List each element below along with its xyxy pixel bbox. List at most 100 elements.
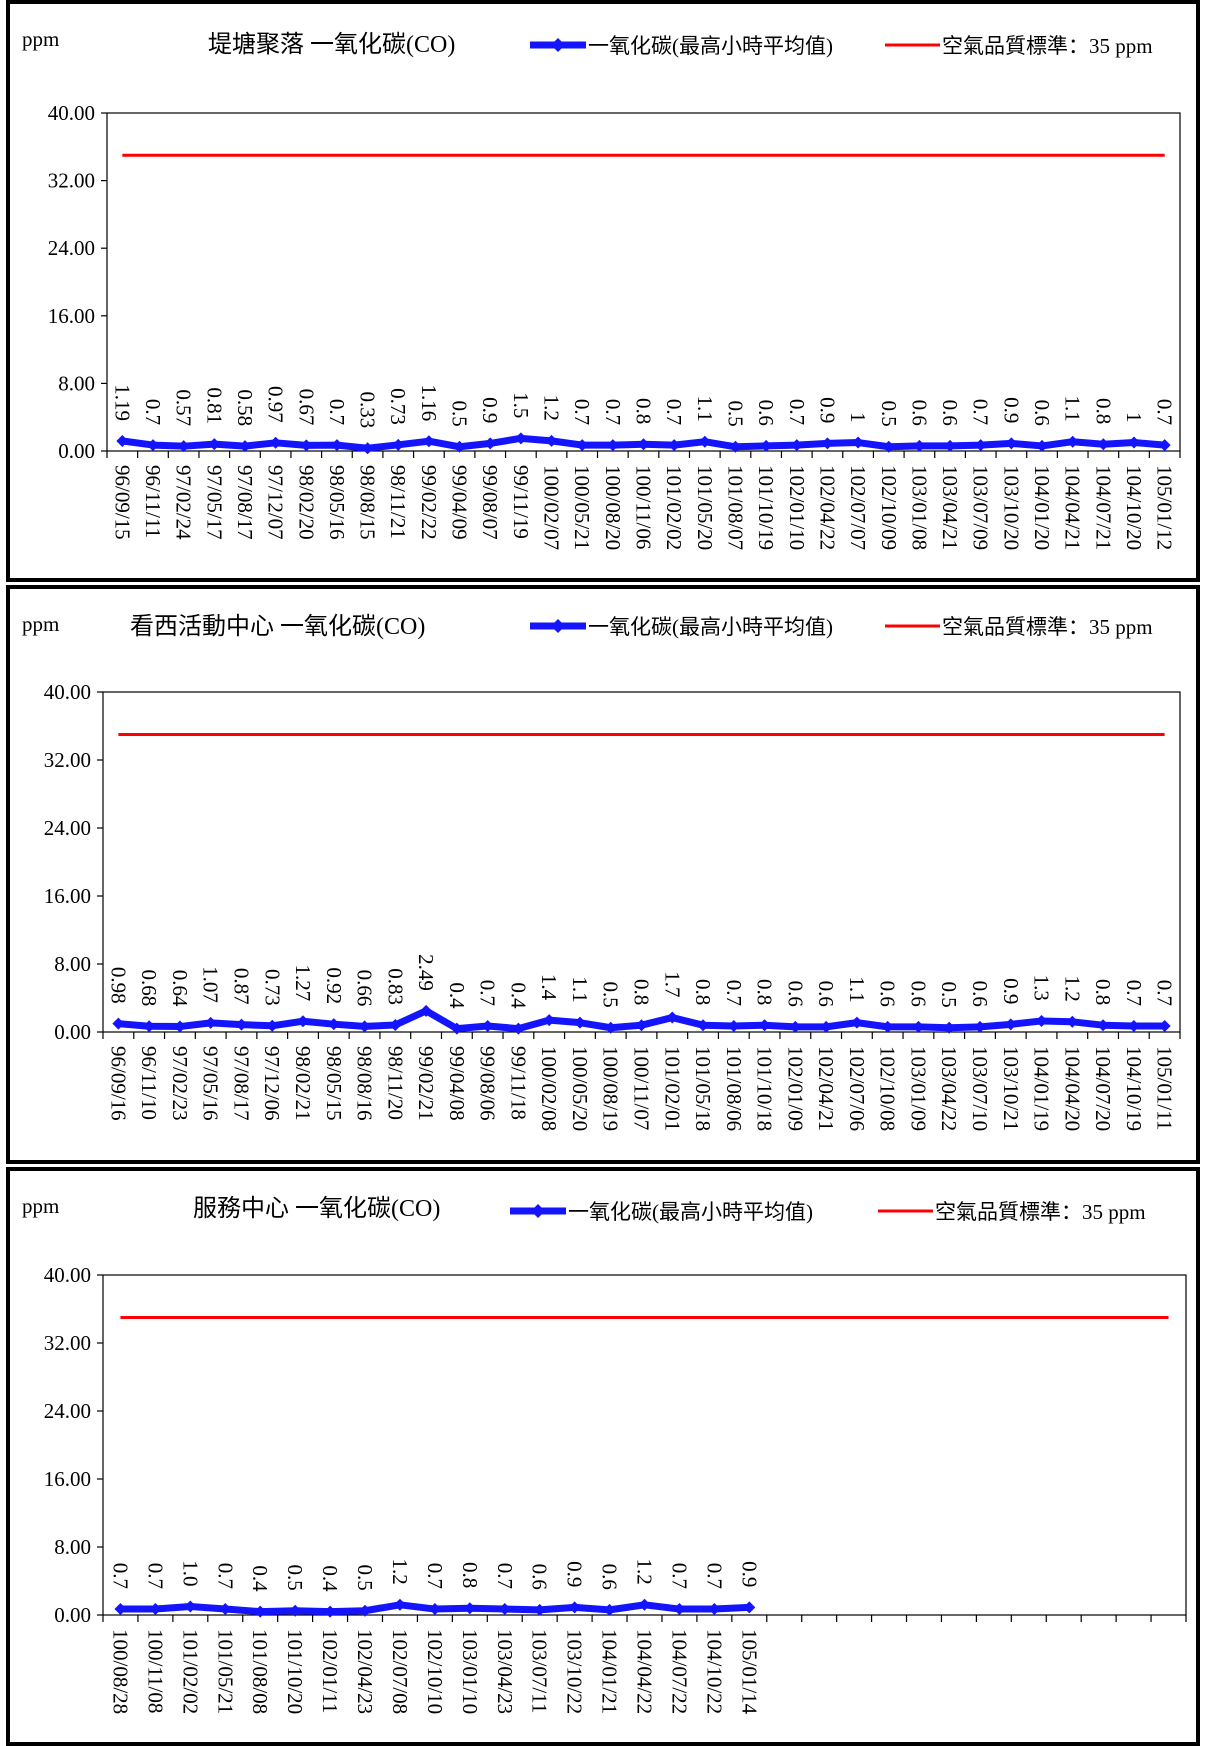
co-point-marker	[912, 1020, 925, 1033]
co-data-label: 1.7	[660, 971, 684, 997]
co-point-marker	[238, 440, 251, 453]
co-point-marker	[638, 1598, 651, 1611]
co-point-marker	[498, 1603, 511, 1616]
co-data-label: 1.19	[110, 384, 134, 421]
co-data-label: 0.97	[264, 386, 288, 423]
x-tick-label: 102/01/11	[318, 1629, 342, 1713]
y-tick-label: 40.00	[44, 1263, 91, 1287]
legend-label-standard: 空氣品質標準：35 ppm	[935, 1200, 1146, 1224]
co-point-marker	[112, 1017, 125, 1030]
co-point-marker	[300, 439, 313, 452]
co-point-marker	[1097, 438, 1110, 451]
co-data-label: 0.8	[632, 398, 656, 424]
co-data-label: 0.7	[1153, 980, 1177, 1006]
x-tick-label: 98/08/16	[353, 1046, 377, 1121]
co-data-label: 0.9	[563, 1561, 587, 1587]
co-data-label: 0.6	[876, 981, 900, 1007]
co-point-marker	[453, 440, 466, 453]
co-data-label: 0.5	[723, 401, 747, 427]
co-data-label: 0.8	[458, 1562, 482, 1588]
co-point-marker	[219, 1603, 232, 1616]
co-data-label: 0.7	[1122, 980, 1146, 1006]
x-tick-label: 101/05/20	[693, 465, 717, 550]
co-data-label: 0.58	[233, 389, 257, 426]
x-tick-label: 98/05/16	[325, 465, 349, 540]
x-tick-label: 104/04/20	[1060, 1046, 1084, 1131]
co-point-marker	[635, 1019, 648, 1032]
x-tick-label: 104/04/21	[1061, 465, 1085, 550]
x-tick-label: 103/07/11	[528, 1629, 552, 1713]
co-data-label: 0.9	[999, 978, 1023, 1004]
x-tick-label: 103/07/10	[968, 1046, 992, 1131]
x-tick-label: 104/01/19	[1030, 1046, 1054, 1131]
x-tick-label: 104/10/19	[1122, 1046, 1146, 1131]
co-point-marker	[576, 439, 589, 452]
x-tick-label: 100/08/19	[599, 1046, 623, 1131]
x-tick-label: 102/04/23	[353, 1629, 377, 1714]
co-data-label: 1.27	[291, 964, 315, 1001]
x-tick-label: 102/04/21	[814, 1046, 838, 1131]
co-data-label: 0.9	[478, 397, 502, 423]
x-tick-label: 101/08/07	[723, 465, 747, 550]
x-tick-label: 101/02/02	[662, 465, 686, 550]
unit-label: ppm	[22, 27, 59, 51]
chart-panel-3: ppm 服務中心 一氧化碳(CO) 一氧化碳(最高小時平均值) 空氣品質標準：35 p…	[6, 1167, 1200, 1746]
chart-title: 看西活動中心 一氧化碳(CO)	[130, 613, 425, 640]
x-tick-label: 104/04/22	[633, 1629, 657, 1714]
co-point-marker	[173, 1020, 186, 1033]
co-point-marker	[184, 1600, 197, 1613]
x-tick-label: 98/11/20	[383, 1046, 407, 1120]
x-tick-label: 105/01/12	[1153, 465, 1177, 550]
co-point-marker	[116, 434, 129, 447]
co-point-marker	[606, 439, 619, 452]
co-point-marker	[850, 1016, 863, 1029]
co-point-marker	[790, 439, 803, 452]
x-tick-label: 101/05/21	[213, 1629, 237, 1714]
co-data-label: 1.16	[417, 384, 441, 421]
x-tick-label: 99/08/06	[476, 1046, 500, 1121]
x-tick-label: 100/02/08	[537, 1046, 561, 1131]
legend-label-co: 一氧化碳(最高小時平均值)	[588, 615, 833, 639]
co-data-label: 0.7	[570, 399, 594, 425]
co-point-marker	[1066, 1015, 1079, 1028]
co-data-label: 0.57	[172, 389, 196, 426]
co-data-label: 0.7	[722, 980, 746, 1006]
x-tick-label: 96/11/11	[141, 465, 165, 538]
co-data-label: 0.7	[702, 1563, 726, 1589]
co-data-label: 0.8	[630, 979, 654, 1005]
co-data-label: 0.6	[906, 981, 930, 1007]
co-data-label: 1.3	[1030, 975, 1054, 1001]
plot-area	[106, 112, 1181, 452]
x-tick-label: 101/08/08	[248, 1629, 272, 1714]
co-point-marker	[729, 440, 742, 453]
co-point-marker	[1066, 435, 1079, 448]
x-tick-label: 99/04/08	[445, 1046, 469, 1121]
co-data-label: 0.9	[815, 397, 839, 423]
co-point-marker	[881, 1020, 894, 1033]
y-tick-label: 0.00	[54, 1020, 91, 1044]
legend-label-standard: 空氣品質標準：35 ppm	[942, 615, 1153, 639]
co-point-marker	[789, 1020, 802, 1033]
co-data-label: 0.6	[814, 981, 838, 1007]
co-point-marker	[727, 1020, 740, 1033]
x-tick-label: 104/07/20	[1091, 1046, 1115, 1131]
co-point-marker	[450, 1022, 463, 1035]
chart-title: 服務中心 一氧化碳(CO)	[193, 1195, 440, 1222]
x-tick-label: 101/10/20	[283, 1629, 307, 1714]
y-tick-label: 8.00	[54, 1535, 91, 1559]
x-tick-label: 102/10/09	[877, 465, 901, 550]
co-point-marker	[177, 440, 190, 453]
x-tick-label: 104/07/22	[667, 1629, 691, 1714]
x-tick-label: 97/08/17	[229, 1046, 253, 1121]
co-point-marker	[208, 438, 221, 451]
co-point-marker	[1128, 436, 1141, 449]
co-point-marker	[743, 1601, 756, 1614]
x-tick-label: 102/04/22	[815, 465, 839, 550]
y-tick-label: 24.00	[48, 236, 95, 260]
co-data-label: 0.73	[386, 388, 410, 425]
co-point-marker	[146, 439, 159, 452]
y-tick-label: 24.00	[44, 816, 91, 840]
co-data-label: 0.6	[528, 1564, 552, 1590]
x-tick-label: 102/01/10	[785, 465, 809, 550]
co-data-label: 0.6	[938, 400, 962, 426]
